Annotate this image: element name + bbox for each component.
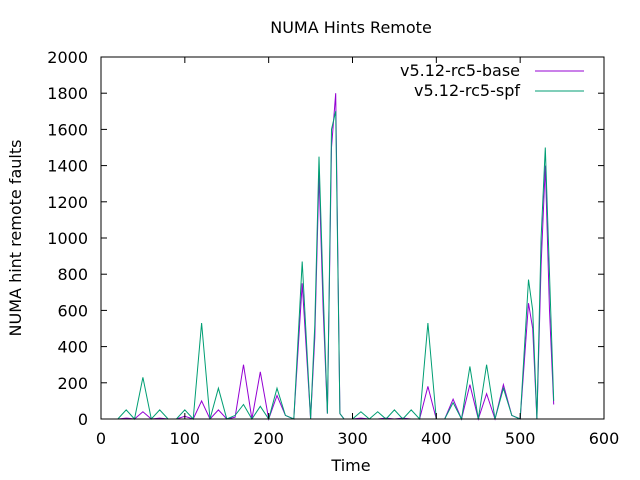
series-line-spf — [117, 111, 555, 421]
plot-frame — [100, 56, 605, 420]
y-tick-label: 400 — [57, 338, 88, 357]
y-tick-label: 0 — [78, 410, 88, 429]
x-tick-label: 0 — [96, 429, 106, 448]
x-tick-label: 600 — [589, 429, 620, 448]
legend-label-base: v5.12-rc5-base — [400, 61, 520, 80]
y-tick-label: 200 — [57, 374, 88, 393]
legend: v5.12-rc5-base v5.12-rc5-spf — [400, 61, 584, 100]
plot-lines — [117, 93, 555, 421]
x-tick-label: 300 — [337, 429, 368, 448]
y-tick-label: 1200 — [47, 193, 88, 212]
y-tick-label: 1600 — [47, 120, 88, 139]
x-axis-label: Time — [330, 456, 370, 475]
y-tick-label: 1800 — [47, 84, 88, 103]
y-tick-label: 600 — [57, 301, 88, 320]
x-tick-label: 500 — [505, 429, 536, 448]
chart-title: NUMA Hints Remote — [270, 18, 432, 37]
x-tick-label: 200 — [253, 429, 284, 448]
y-tick-label: 2000 — [47, 48, 88, 67]
x-tick-label: 100 — [170, 429, 201, 448]
y-axis-label: NUMA hint remote faults — [6, 140, 25, 337]
y-tick-label: 1400 — [47, 157, 88, 176]
y-tick-label: 1000 — [47, 229, 88, 248]
legend-label-spf: v5.12-rc5-spf — [414, 81, 520, 100]
x-tick-label: 400 — [421, 429, 452, 448]
y-tick-label: 800 — [57, 265, 88, 284]
axis-ticks — [100, 56, 605, 420]
axis-tick-labels: 0 100 200 300 400 500 600 0 200 400 600 800 1000 1200… — [47, 48, 619, 448]
